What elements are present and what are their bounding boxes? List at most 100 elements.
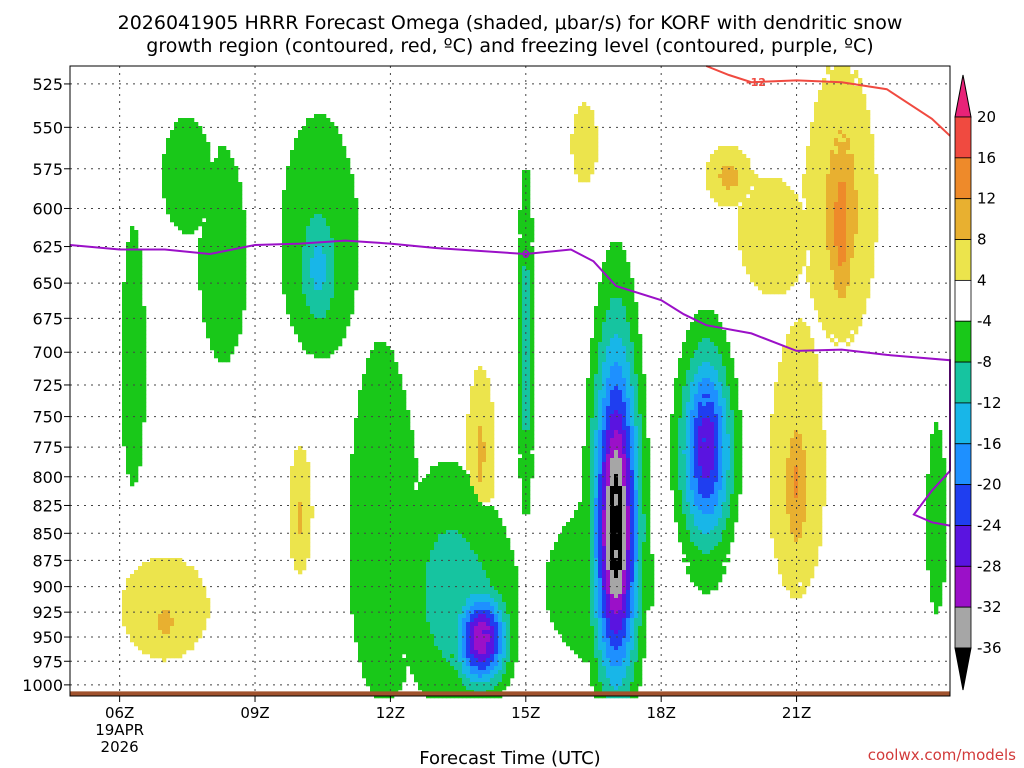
omega-cell — [366, 502, 371, 507]
omega-cell — [470, 506, 475, 511]
omega-cell — [286, 178, 291, 183]
omega-cell — [378, 686, 383, 691]
omega-cell — [330, 298, 335, 303]
omega-cell — [362, 562, 367, 567]
omega-cell — [378, 362, 383, 367]
omega-cell — [138, 374, 143, 379]
omega-cell — [386, 382, 391, 387]
omega-cell — [382, 518, 387, 523]
omega-cell — [358, 526, 363, 531]
omega-cell — [406, 510, 411, 515]
omega-cell — [458, 634, 463, 639]
omega-cell — [390, 386, 395, 391]
omega-cell — [198, 610, 203, 615]
omega-cell — [486, 546, 491, 551]
omega-cell — [434, 466, 439, 471]
omega-cell — [386, 358, 391, 363]
omega-cell — [350, 558, 355, 563]
omega-cell — [362, 602, 367, 607]
omega-cell — [210, 318, 215, 323]
omega-cell — [194, 574, 199, 579]
omega-cell — [402, 454, 407, 459]
omega-cell — [434, 534, 439, 539]
omega-cell — [302, 286, 307, 291]
omega-cell — [366, 526, 371, 531]
omega-cell — [346, 178, 351, 183]
omega-cell — [130, 230, 135, 235]
omega-cell — [454, 626, 459, 631]
omega-cell — [318, 198, 323, 203]
omega-cell — [178, 202, 183, 207]
omega-cell — [302, 166, 307, 171]
omega-cell — [354, 570, 359, 575]
omega-cell — [334, 178, 339, 183]
omega-cell — [222, 210, 227, 215]
omega-cell — [442, 558, 447, 563]
omega-cell — [214, 326, 219, 331]
omega-cell — [402, 498, 407, 503]
omega-cell — [446, 546, 451, 551]
omega-cell — [318, 274, 323, 279]
omega-cell — [134, 450, 139, 455]
omega-cell — [450, 638, 455, 643]
omega-cell — [130, 378, 135, 383]
omega-cell — [134, 382, 139, 387]
omega-cell — [374, 578, 379, 583]
omega-cell — [394, 602, 399, 607]
omega-cell — [166, 210, 171, 215]
omega-cell — [418, 686, 423, 691]
omega-cell — [154, 606, 159, 611]
omega-cell — [458, 658, 463, 663]
omega-cell — [366, 530, 371, 535]
omega-cell — [358, 454, 363, 459]
omega-cell — [418, 526, 423, 531]
omega-cell — [358, 450, 363, 455]
omega-cell — [426, 534, 431, 539]
omega-cell — [438, 658, 443, 663]
omega-cell — [378, 574, 383, 579]
omega-cell — [350, 214, 355, 219]
omega-cell — [386, 642, 391, 647]
omega-cell — [162, 642, 167, 647]
omega-cell — [210, 242, 215, 247]
omega-cell — [474, 614, 479, 619]
omega-cell — [386, 542, 391, 547]
omega-cell — [354, 470, 359, 475]
omega-cell — [482, 510, 487, 515]
omega-cell — [142, 354, 147, 359]
omega-cell — [150, 570, 155, 575]
omega-cell — [178, 150, 183, 155]
omega-cell — [438, 526, 443, 531]
omega-cell — [330, 262, 335, 267]
omega-cell — [202, 210, 207, 215]
omega-cell — [478, 622, 483, 627]
omega-cell — [310, 514, 315, 519]
omega-cell — [342, 158, 347, 163]
omega-cell — [302, 454, 307, 459]
omega-cell — [302, 258, 307, 263]
omega-cell — [450, 630, 455, 635]
omega-cell — [218, 274, 223, 279]
omega-cell — [334, 242, 339, 247]
omega-cell — [138, 270, 143, 275]
omega-cell — [234, 258, 239, 263]
omega-cell — [214, 210, 219, 215]
omega-cell — [338, 186, 343, 191]
omega-cell — [190, 218, 195, 223]
omega-cell — [182, 574, 187, 579]
omega-cell — [342, 262, 347, 267]
omega-cell — [474, 670, 479, 675]
omega-cell — [202, 250, 207, 255]
omega-cell — [450, 466, 455, 471]
omega-cell — [322, 266, 327, 271]
omega-cell — [126, 442, 131, 447]
omega-cell — [210, 254, 215, 259]
omega-cell — [314, 346, 319, 351]
omega-cell — [130, 250, 135, 255]
omega-cell — [154, 578, 159, 583]
omega-cell — [414, 578, 419, 583]
omega-cell — [486, 526, 491, 531]
omega-cell — [142, 334, 147, 339]
omega-cell — [462, 590, 467, 595]
omega-cell — [202, 202, 207, 207]
